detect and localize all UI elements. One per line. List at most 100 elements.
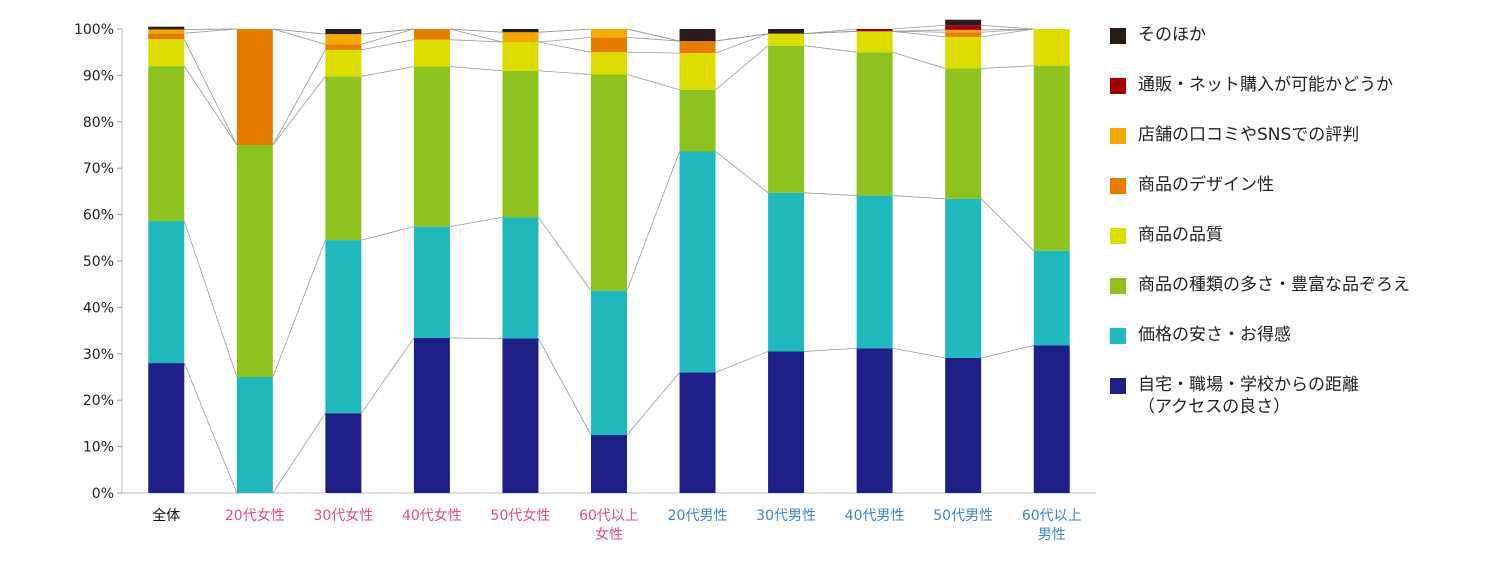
connector-line [449,216,503,228]
connector-line [981,345,1034,359]
y-tick-label: 30% [83,347,114,363]
bar-segment [325,34,362,45]
y-tick-label: 70% [83,161,114,177]
connector-line [981,24,1034,30]
bar-segment [945,198,982,358]
legend-label: 商品の品質 [1138,225,1223,245]
legend-swatch [1110,278,1126,294]
connector-line [183,65,238,146]
connector-line [538,70,592,75]
bar-segment [679,372,716,493]
legend-item: 商品の品質 [1110,224,1495,274]
legend: そのほか 通販・ネット購入が可能かどうか 店舗の口コミやSNSでの評判 商品のデザイン… [1110,24,1495,424]
connector-line [538,217,592,291]
bar-segment [768,192,805,352]
connector-line [361,337,415,414]
connector-line [892,195,946,200]
y-tick-label: 10% [83,440,114,456]
connector-line [626,36,680,42]
connector-line [804,347,857,352]
bar-segment [591,290,627,435]
legend-swatch [1110,228,1126,244]
connector-lines [183,24,1035,494]
connector-line [715,33,769,54]
bar-segment [325,44,362,50]
legend-label: 商品の種類の多さ・豊富な品ぞろえ [1138,275,1410,295]
legend-item: 通販・ネット購入が可能かどうか [1110,74,1495,124]
connector-line [449,39,503,43]
bar-segment [148,26,185,30]
connector-line [626,74,680,91]
connector-line [626,51,680,54]
bar-segment [768,29,805,34]
legend-swatch [1110,378,1126,394]
legend-swatch [1110,78,1126,94]
y-tick-label: 100% [74,22,114,38]
connector-line [715,45,769,91]
legend-label: 通販・ネット購入が可能かどうか [1138,75,1393,95]
connector-line [804,28,857,35]
bar-segment [768,45,805,193]
legend-label: 価格の安さ・お得感 [1138,325,1291,345]
legend-item: 商品のデザイン性 [1110,174,1495,224]
bar-segment [679,53,716,90]
legend-swatch [1110,178,1126,194]
legend-item: 自宅・職場・学校からの距離 （アクセスの良さ） [1110,374,1495,424]
x-tick-label: 40代男性 [845,508,905,524]
y-tick-label: 60% [83,208,114,224]
connector-line [715,351,769,373]
bar-segment [591,29,627,38]
connector-line [804,45,857,53]
connector-line [892,24,946,30]
bar-segment [413,29,450,40]
y-tick-label: 90% [83,68,114,84]
bar-segment [1033,345,1070,493]
bar-segment [325,49,362,77]
legend-label: 自宅・職場・学校からの距離 （アクセスの良さ） [1138,375,1359,417]
bar-segment [413,66,450,227]
stacked-bar-chart: 0% 10% 20% 30% 40% 50% 60% 70% 80% 90% 100% 全体 20代女性… [74,19,1096,543]
bar-segment [679,151,716,373]
bar-segment [591,435,627,493]
x-tick-label: 40代女性 [402,507,462,524]
bar-segment [1033,250,1070,346]
legend-swatch [1110,128,1126,144]
bar-segment [768,33,805,46]
legend-item: 価格の安さ・お得感 [1110,324,1495,374]
connector-line [980,198,1035,252]
bar-segment [591,52,627,75]
y-tick-label: 40% [83,300,114,316]
connector-line [183,362,238,494]
y-tick-label: 0% [92,486,114,502]
legend-item: 商品の種類の多さ・豊富な品ぞろえ [1110,274,1495,324]
connector-line [981,28,1034,38]
bar-segment [679,89,716,152]
connector-line [538,338,592,436]
bar-segment [325,240,362,414]
bar-segment [591,74,627,291]
x-tick-label: 全体 [152,507,180,524]
x-tick-label: 50代女性 [491,507,551,524]
bar-segment [1033,65,1070,251]
bar-segment [768,351,805,493]
bar-segment [325,76,362,241]
bar-segment [856,31,893,53]
bar-segment [945,68,982,199]
x-tick-label: 60代以上男性 [1022,508,1082,543]
connector-line [361,28,414,35]
connector-line [183,220,238,378]
connector-line [538,36,592,43]
bar-segment [148,66,185,222]
bar-segment [236,377,273,493]
legend-item: 店舗の口コミやSNSでの評判 [1110,124,1495,174]
connector-line [981,28,1034,31]
bar-segment [502,32,539,42]
connector-line [361,39,414,51]
connector-line [272,49,326,146]
bar-segment [148,221,185,364]
bar-segment [679,29,716,42]
x-tick-label: 20代男性 [668,508,728,524]
y-tick-label: 20% [83,393,114,409]
connector-line [272,28,326,35]
bar-segment [502,338,539,493]
